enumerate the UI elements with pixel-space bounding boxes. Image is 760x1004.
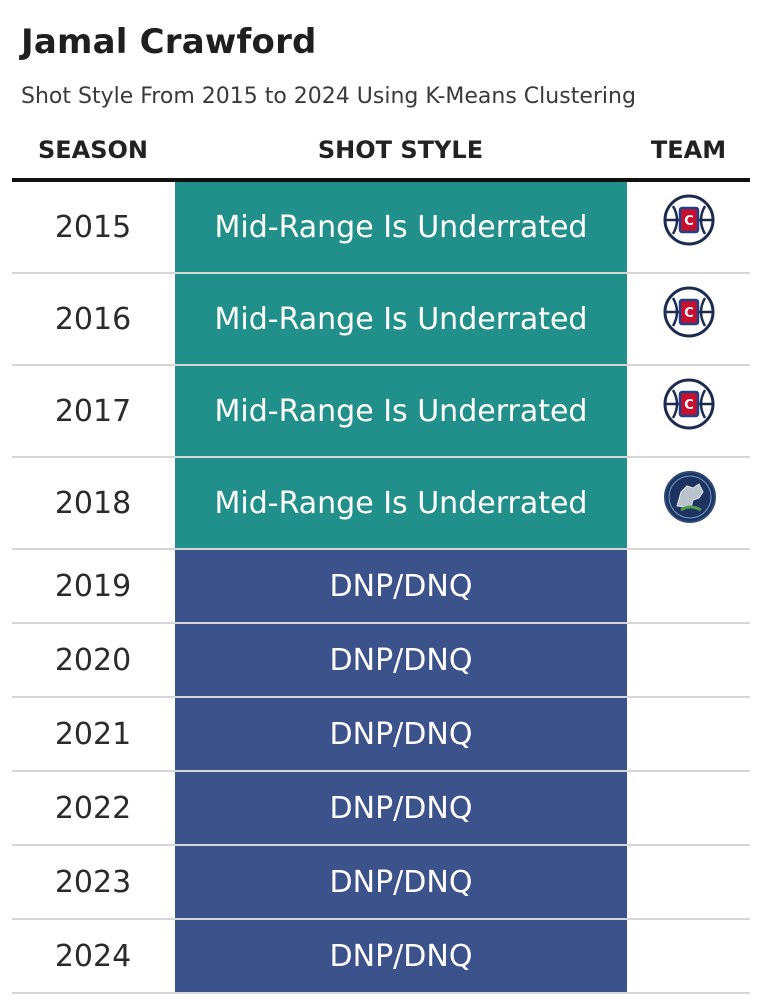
shot-style-cell: DNP/DNQ bbox=[175, 846, 627, 918]
shot-style-column-header: SHOT STYLE bbox=[317, 136, 484, 164]
team-cell bbox=[627, 698, 750, 770]
shot-style-cell: Mid-Range Is Underrated bbox=[175, 274, 627, 364]
season-cell: 2022 bbox=[54, 790, 132, 826]
table-header: SEASON SHOT STYLE TEAM bbox=[12, 130, 750, 178]
shot-style-cell: DNP/DNQ bbox=[175, 920, 627, 992]
table-row: 2023 DNP/DNQ bbox=[12, 846, 750, 920]
season-cell: 2019 bbox=[54, 568, 132, 604]
table-row: 2020 DNP/DNQ bbox=[12, 624, 750, 698]
season-cell: 2017 bbox=[54, 393, 132, 429]
shot-style-cell: DNP/DNQ bbox=[175, 772, 627, 844]
table-row: 2021 DNP/DNQ bbox=[12, 698, 750, 772]
table-row: 2024 DNP/DNQ bbox=[12, 920, 750, 994]
clippers-logo-icon: C bbox=[663, 194, 715, 246]
table-row: 2018 Mid-Range Is Underrated bbox=[12, 458, 750, 550]
shot-style-cell: DNP/DNQ bbox=[175, 698, 627, 770]
team-cell bbox=[627, 458, 750, 548]
season-column-header: SEASON bbox=[37, 136, 149, 164]
team-cell bbox=[627, 624, 750, 696]
chart-title: Jamal Crawford bbox=[21, 22, 317, 62]
season-cell: 2024 bbox=[54, 938, 132, 974]
season-cell: 2015 bbox=[54, 209, 132, 245]
team-cell: C bbox=[627, 274, 750, 364]
season-cell: 2020 bbox=[54, 642, 132, 678]
season-cell: 2021 bbox=[54, 716, 132, 752]
team-column-header: TEAM bbox=[650, 136, 727, 164]
clippers-logo-icon: C bbox=[663, 286, 715, 338]
team-cell bbox=[627, 772, 750, 844]
season-cell: 2018 bbox=[54, 485, 132, 521]
table-row: 2017 Mid-Range Is Underrated C bbox=[12, 366, 750, 458]
shot-style-cell: Mid-Range Is Underrated bbox=[175, 366, 627, 456]
svg-text:C: C bbox=[684, 214, 694, 229]
shot-style-cell: Mid-Range Is Underrated bbox=[175, 182, 627, 272]
season-cell: 2016 bbox=[54, 301, 132, 337]
clippers-logo-icon: C bbox=[663, 378, 715, 430]
shot-style-cell: DNP/DNQ bbox=[175, 624, 627, 696]
team-cell: C bbox=[627, 182, 750, 272]
table-row: 2022 DNP/DNQ bbox=[12, 772, 750, 846]
chart-subtitle: Shot Style From 2015 to 2024 Using K-Mea… bbox=[21, 84, 636, 109]
table-body: 2015 Mid-Range Is Underrated C 2016 Mid-Rang… bbox=[12, 182, 750, 994]
header-divider bbox=[12, 178, 750, 182]
shot-style-cell: DNP/DNQ bbox=[175, 550, 627, 622]
team-cell bbox=[627, 550, 750, 622]
svg-text:C: C bbox=[684, 398, 694, 413]
table-row: 2015 Mid-Range Is Underrated C bbox=[12, 182, 750, 274]
season-cell: 2023 bbox=[54, 864, 132, 900]
team-cell: C bbox=[627, 366, 750, 456]
team-cell bbox=[627, 846, 750, 918]
team-cell bbox=[627, 920, 750, 992]
table-row: 2019 DNP/DNQ bbox=[12, 550, 750, 624]
svg-text:C: C bbox=[684, 306, 694, 321]
timberwolves-logo-icon bbox=[664, 471, 716, 523]
table-row: 2016 Mid-Range Is Underrated C bbox=[12, 274, 750, 366]
shot-style-cell: Mid-Range Is Underrated bbox=[175, 458, 627, 548]
